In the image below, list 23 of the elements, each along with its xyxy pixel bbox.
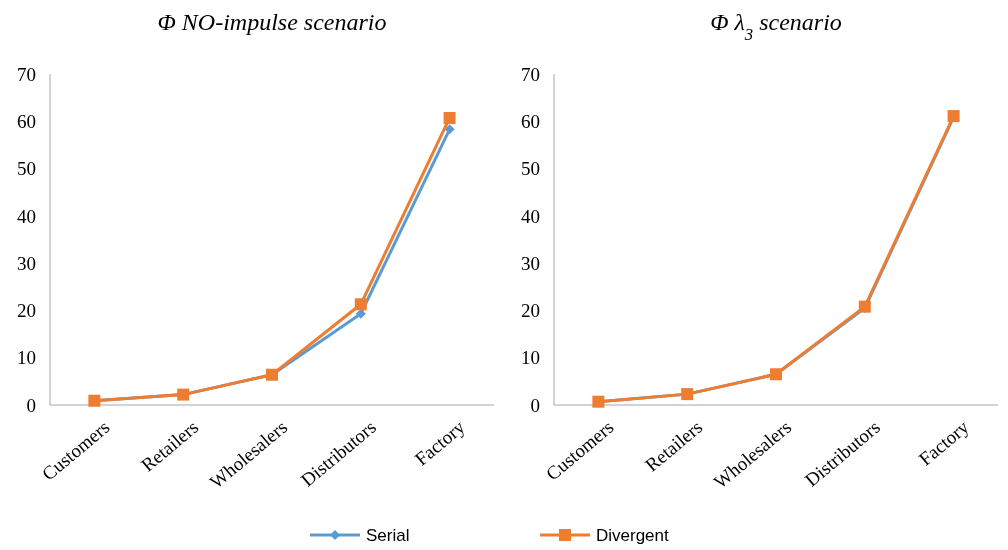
y-tick-label: 40 [17, 205, 36, 227]
y-tick-label: 70 [521, 63, 540, 85]
point [354, 298, 367, 311]
y-tick-label: 40 [521, 205, 540, 227]
point [443, 111, 456, 124]
y-tick-label: 50 [521, 158, 540, 180]
chart-title: Φ NO-impulse scenario [157, 9, 387, 35]
chart-title: Φ λ$_{3}$ scenario [710, 9, 842, 44]
y-tick-label: 10 [17, 347, 36, 369]
y-tick-label: 30 [17, 252, 36, 274]
y-tick-label: 10 [521, 347, 540, 369]
legend-label: Serial [366, 525, 410, 545]
y-tick-label: 30 [521, 252, 540, 274]
y-tick-label: 60 [521, 110, 540, 132]
y-tick-label: 20 [521, 300, 540, 322]
y-tick-label: 60 [17, 110, 36, 132]
point [444, 124, 455, 135]
y-tick-label: 0 [530, 394, 540, 416]
y-tick-label: 0 [26, 394, 36, 416]
y-tick-label: 20 [17, 300, 36, 322]
legend-label: Divergent [596, 525, 670, 545]
y-tick-label: 50 [17, 158, 36, 180]
y-tick-label: 70 [17, 63, 36, 85]
